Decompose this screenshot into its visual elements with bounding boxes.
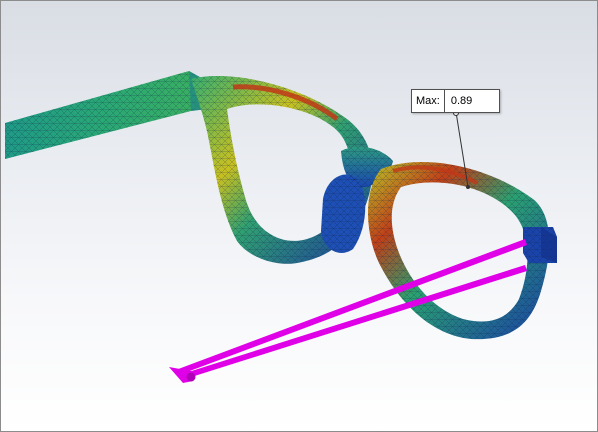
max-value-probe[interactable]: Max: 0.89 [411,89,500,113]
load-vector-upper [173,239,527,375]
load-point-marker [186,372,196,382]
temple-arm[interactable] [5,71,207,159]
probe-label: Max: [412,90,445,112]
right-lens-rim[interactable] [368,161,550,340]
hinge-block[interactable] [523,227,557,263]
load-vector-lower [179,265,527,379]
load-vectors[interactable] [169,239,527,383]
left-lens-rim[interactable] [191,76,373,264]
probe-value: 0.89 [450,95,473,107]
